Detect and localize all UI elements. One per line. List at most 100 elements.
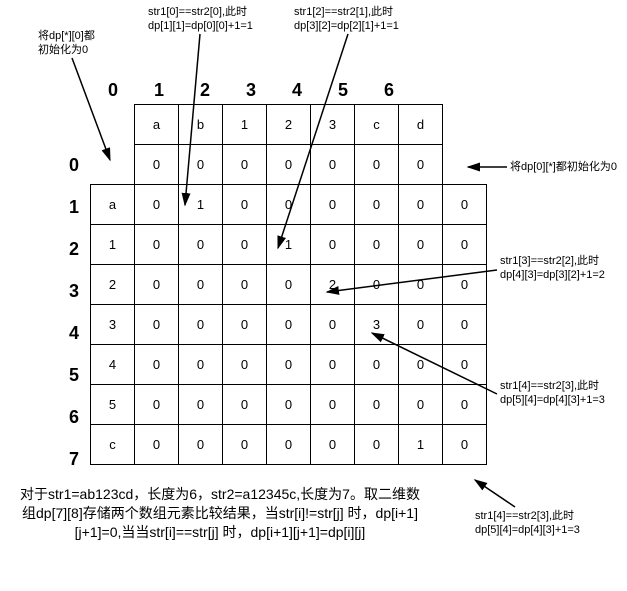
dp-cell: 0: [179, 305, 223, 345]
dp-cell: 0: [443, 385, 487, 425]
annotation-dp32: str1[2]==str2[1],此时 dp[3][2]=dp[2][1]+1=…: [294, 6, 399, 34]
dp-cell: 0: [355, 265, 399, 305]
str2-label: c: [355, 105, 399, 145]
dp-cell: 0: [443, 345, 487, 385]
str1-label: 3: [91, 305, 135, 345]
dp-cell: 0: [267, 185, 311, 225]
dp-cell: 0: [311, 305, 355, 345]
dp-cell: 0: [311, 185, 355, 225]
table-row: 2 0 0 0 0 2 0 0 0: [91, 265, 487, 305]
dp-cell: 0: [179, 425, 223, 465]
dp-cell: 0: [179, 145, 223, 185]
dp-cell: 0: [355, 225, 399, 265]
str2-label: d: [399, 105, 443, 145]
col-header: 4: [274, 80, 320, 101]
dp-cell: 0: [223, 265, 267, 305]
annotation-init-col: 将dp[*][0]都 初始化为0: [38, 30, 95, 58]
dp-cell: 0: [399, 265, 443, 305]
dp-cell: 0: [223, 345, 267, 385]
row-headers: 0 1 2 3 4 5 6 7: [64, 144, 84, 480]
table-row: a b 1 2 3 c d: [91, 105, 487, 145]
table-row: 4 0 0 0 0 0 0 0 0: [91, 345, 487, 385]
dp-cell: 0: [135, 265, 179, 305]
dp-cell: 0: [135, 345, 179, 385]
dp-cell: 2: [311, 265, 355, 305]
annotation-dp54: str1[4]==str2[3],此时 dp[5][4]=dp[4][3]+1=…: [500, 380, 605, 408]
column-headers: 0 1 2 3 4 5 6: [90, 80, 412, 101]
dp-cell: 0: [267, 305, 311, 345]
str1-label: 1: [91, 225, 135, 265]
dp-cell: 1: [399, 425, 443, 465]
dp-table: a b 1 2 3 c d 0 0 0 0 0 0 0 a 0 1 0 0 0 …: [90, 104, 487, 465]
str1-label: c: [91, 425, 135, 465]
col-header: 6: [366, 80, 412, 101]
col-header: 0: [90, 80, 136, 101]
dp-cell: 0: [135, 185, 179, 225]
dp-cell: 0: [135, 425, 179, 465]
dp-cell: 0: [399, 305, 443, 345]
dp-cell: 0: [355, 145, 399, 185]
annotation-bottom-right: str1[4]==str2[3],此时 dp[5][4]=dp[4][3]+1=…: [475, 510, 580, 538]
row-header: 2: [64, 228, 84, 270]
dp-cell: 0: [267, 425, 311, 465]
row-header: 3: [64, 270, 84, 312]
dp-cell: 0: [267, 345, 311, 385]
dp-cell: 0: [179, 385, 223, 425]
dp-cell: 0: [355, 345, 399, 385]
dp-cell: 0: [267, 385, 311, 425]
dp-cell: 0: [311, 225, 355, 265]
dp-cell: 0: [223, 145, 267, 185]
dp-cell: 0: [135, 305, 179, 345]
dp-cell: 0: [399, 225, 443, 265]
dp-cell: 0: [223, 185, 267, 225]
dp-cell: 0: [223, 305, 267, 345]
row-header: 7: [64, 438, 84, 480]
table-row: 1 0 0 0 1 0 0 0 0: [91, 225, 487, 265]
str2-label: a: [135, 105, 179, 145]
dp-cell: 0: [443, 185, 487, 225]
col-header: 1: [136, 80, 182, 101]
dp-cell: 0: [355, 425, 399, 465]
row-header: 6: [64, 396, 84, 438]
annotation-dp43: str1[3]==str2[2],此时 dp[4][3]=dp[3][2]+1=…: [500, 255, 605, 283]
col-header: 2: [182, 80, 228, 101]
dp-cell: 0: [355, 385, 399, 425]
dp-cell: 1: [179, 185, 223, 225]
dp-cell: 0: [179, 345, 223, 385]
str2-label: 2: [267, 105, 311, 145]
annotation-init-row: 将dp[0][*]都初始化为0: [510, 161, 617, 175]
dp-cell: 1: [267, 225, 311, 265]
annotation-dp11: str1[0]==str2[0],此时 dp[1][1]=dp[0][0]+1=…: [148, 6, 253, 34]
dp-cell: 0: [311, 145, 355, 185]
dp-cell: 0: [311, 425, 355, 465]
dp-cell: 0: [223, 225, 267, 265]
table-row: 0 0 0 0 0 0 0: [91, 145, 487, 185]
str2-label: 1: [223, 105, 267, 145]
dp-cell: 0: [355, 185, 399, 225]
dp-cell: 0: [443, 225, 487, 265]
dp-cell: 0: [135, 225, 179, 265]
str1-label: 5: [91, 385, 135, 425]
col-header: 3: [228, 80, 274, 101]
dp-cell: 0: [179, 225, 223, 265]
dp-cell: 0: [443, 425, 487, 465]
table-row: a 0 1 0 0 0 0 0 0: [91, 185, 487, 225]
table-row: 5 0 0 0 0 0 0 0 0: [91, 385, 487, 425]
dp-cell: 0: [399, 185, 443, 225]
empty-cell: [91, 105, 135, 145]
dp-cell: 0: [399, 145, 443, 185]
str1-label: a: [91, 185, 135, 225]
dp-cell: 0: [179, 265, 223, 305]
dp-cell: 0: [135, 145, 179, 185]
dp-cell: 0: [223, 425, 267, 465]
str1-label: 2: [91, 265, 135, 305]
dp-cell: 0: [399, 385, 443, 425]
table-row: c 0 0 0 0 0 0 1 0: [91, 425, 487, 465]
row-header: 4: [64, 312, 84, 354]
row-header: 5: [64, 354, 84, 396]
dp-cell: 0: [135, 385, 179, 425]
row-header: 0: [64, 144, 84, 186]
dp-cell: 0: [223, 385, 267, 425]
dp-cell: 0: [267, 145, 311, 185]
str2-label: 3: [311, 105, 355, 145]
